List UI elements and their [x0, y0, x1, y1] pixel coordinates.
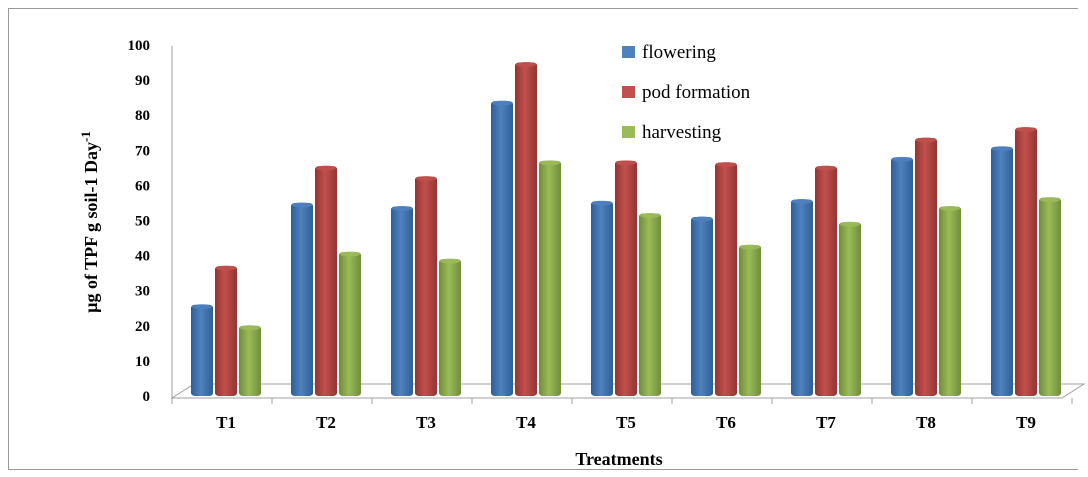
y-tick-label: 30 [135, 284, 150, 300]
bar-cap [592, 200, 612, 206]
y-tick-label: 50 [135, 214, 150, 230]
bar-harvesting-T5 [639, 213, 661, 396]
bar-cap [1016, 126, 1036, 132]
bar-flowering-T3 [391, 206, 413, 396]
bar-harvesting-T2 [339, 252, 361, 396]
bar-cap [340, 251, 360, 257]
y-axis-title-superscript: -1 [78, 131, 93, 142]
y-tick-label: 40 [135, 249, 150, 265]
y-axis-title: µg of TPF g soil-1 Day-1 [78, 131, 101, 313]
legend-swatch [622, 86, 635, 98]
y-tick-label: 70 [135, 143, 150, 159]
bar-harvesting-T7 [839, 222, 861, 396]
bar-series [191, 62, 1061, 397]
y-tick-label: 0 [143, 389, 151, 405]
y-tick-label: 20 [135, 319, 150, 335]
bar-cap [216, 265, 236, 271]
bar-harvesting-T8 [939, 206, 961, 396]
bar-cap [316, 165, 336, 171]
bar-cap [540, 160, 560, 166]
category-labels: T1 T2 T3 T4 T5 T6 T7 T8 T9 [216, 413, 1036, 432]
y-tick-label: 80 [135, 108, 150, 124]
bar-pod-formation-T6 [715, 162, 737, 396]
bar-cap [840, 221, 860, 227]
bar-cap [640, 212, 660, 218]
bar-cap [940, 205, 960, 211]
bar-cap [616, 160, 636, 166]
bar-flowering-T7 [791, 199, 813, 396]
bar-pod-formation-T3 [415, 176, 437, 396]
bar-harvesting-T9 [1039, 197, 1061, 396]
bar-cap [692, 216, 712, 222]
y-tick-labels: 0 10 20 30 40 50 60 70 80 90 100 [128, 38, 151, 405]
bar-cap [292, 202, 312, 208]
x-tick-marks [171, 398, 1073, 404]
bar-cap [240, 325, 260, 331]
bar-cap [416, 176, 436, 182]
bar-pod-formation-T8 [915, 138, 937, 396]
bar-pod-formation-T5 [615, 160, 637, 396]
x-tick-label: T6 [716, 413, 736, 432]
y-axis-title-main: µg of TPF g soil-1 Day [81, 142, 101, 313]
x-tick-label: T5 [616, 413, 636, 432]
bar-cap [792, 198, 812, 204]
y-tick-label: 10 [135, 354, 150, 370]
bar-harvesting-T3 [439, 259, 461, 396]
bar-cap [740, 244, 760, 250]
legend-swatch [622, 126, 635, 138]
bar-cap [392, 205, 412, 211]
x-tick-label: T2 [316, 413, 336, 432]
bar-flowering-T1 [191, 304, 213, 396]
x-tick-label: T7 [816, 413, 836, 432]
bar-pod-formation-T2 [315, 166, 337, 396]
bar-cap [492, 100, 512, 106]
legend-label: flowering [642, 42, 716, 63]
bar-pod-formation-T4 [515, 62, 537, 397]
bar-cap [192, 304, 212, 310]
x-tick-label: T8 [916, 413, 936, 432]
legend-label: harvesting [642, 122, 722, 143]
bar-cap [440, 258, 460, 264]
legend-label: pod formation [642, 82, 751, 103]
bar-harvesting-T1 [239, 325, 261, 396]
bar-flowering-T2 [291, 202, 313, 396]
bar-cap [516, 62, 536, 68]
bar-cap [1040, 197, 1060, 203]
bar-cap [892, 156, 912, 162]
bar-harvesting-T4 [539, 160, 561, 396]
bar-pod-formation-T1 [215, 266, 237, 396]
y-tick-label: 60 [135, 178, 150, 194]
chart-frame [8, 8, 1078, 470]
legend-swatch [622, 46, 635, 58]
bar-pod-formation-T9 [1015, 127, 1037, 397]
bar-cap [916, 137, 936, 143]
y-tick-label: 90 [135, 73, 150, 89]
bar-pod-formation-T7 [815, 166, 837, 396]
bar-cap [992, 146, 1012, 152]
bar-flowering-T6 [691, 216, 713, 396]
x-tick-label: T4 [516, 413, 536, 432]
legend: flowering pod formation harvesting [622, 42, 751, 143]
bar-cap [816, 165, 836, 171]
x-tick-label: T9 [1016, 413, 1036, 432]
x-tick-label: T1 [216, 413, 236, 432]
bar-flowering-T9 [991, 146, 1013, 396]
bar-harvesting-T6 [739, 245, 761, 396]
x-axis-title: Treatments [575, 449, 662, 469]
bar-flowering-T8 [891, 157, 913, 396]
y-tick-label: 100 [128, 38, 151, 54]
bar-flowering-T5 [591, 201, 613, 396]
x-tick-label: T3 [416, 413, 436, 432]
bar-flowering-T4 [491, 101, 513, 396]
bar-cap [716, 162, 736, 168]
